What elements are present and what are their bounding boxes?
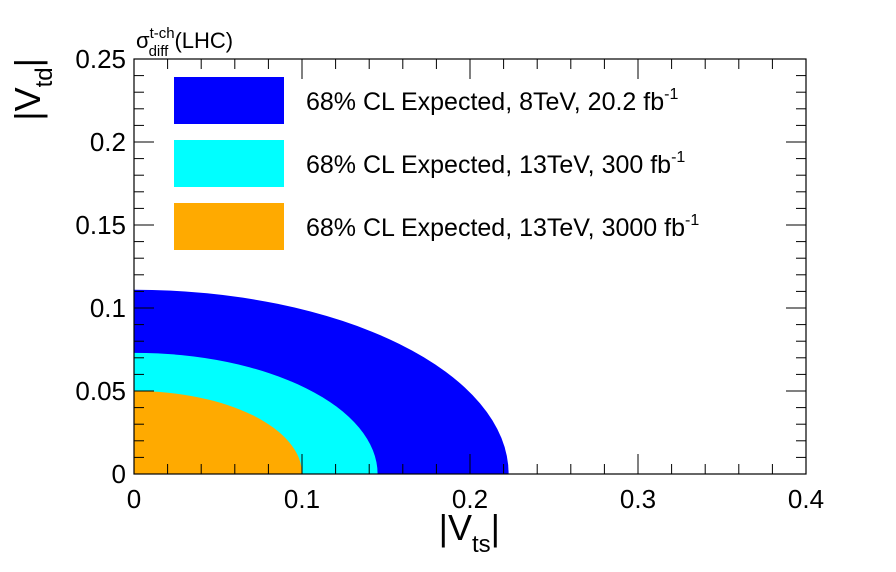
legend-swatch-0 <box>174 77 284 124</box>
axis-ticks: 0 0.1 0.2 0.3 0.4 0 0.05 0.1 0.15 0.2 0.25 <box>75 44 824 514</box>
contour-regions <box>134 289 509 474</box>
x-tick-label: 0.4 <box>788 484 824 514</box>
title-rest: (LHC) <box>168 28 233 53</box>
title-subscript: diff <box>149 43 170 60</box>
y-tick-label: 0.05 <box>75 376 126 406</box>
legend: 68% CL Expected, 8TeV, 20.2 fb-1 68% CL E… <box>174 77 699 250</box>
y-axis-title-sub: td <box>31 67 58 87</box>
chart-title: σt-ch diff (LHC) <box>136 25 233 60</box>
x-axis-title-open: |V <box>439 507 472 548</box>
legend-label-2: 68% CL Expected, 13TeV, 3000 fb-1 <box>306 212 699 242</box>
y-axis-title-close: | <box>7 58 48 67</box>
x-tick-label: 0.3 <box>620 484 656 514</box>
legend-label-1: 68% CL Expected, 13TeV, 300 fb-1 <box>306 149 685 179</box>
x-axis-title: |Vts| <box>439 507 500 558</box>
x-tick-label: 0.2 <box>452 484 488 514</box>
y-tick-label: 0.1 <box>90 293 126 323</box>
title-symbol: σ <box>136 28 150 53</box>
y-axis-title-open: |V <box>7 87 48 120</box>
y-tick-label: 0.2 <box>90 127 126 157</box>
region-2 <box>134 391 302 474</box>
x-axis-title-sub: ts <box>472 531 491 558</box>
title-superscript: t-ch <box>150 25 175 42</box>
legend-swatch-2 <box>174 203 284 250</box>
x-axis-title-close: | <box>491 507 500 548</box>
y-tick-label: 0.25 <box>75 44 126 74</box>
y-tick-label: 0.15 <box>75 210 126 240</box>
y-axis-title: |Vtd| <box>7 58 58 121</box>
x-tick-label: 0 <box>127 484 141 514</box>
y-tick-label: 0 <box>112 459 126 489</box>
legend-swatch-1 <box>174 140 284 187</box>
x-tick-label: 0.1 <box>284 484 320 514</box>
legend-label-0: 68% CL Expected, 8TeV, 20.2 fb-1 <box>306 86 678 116</box>
